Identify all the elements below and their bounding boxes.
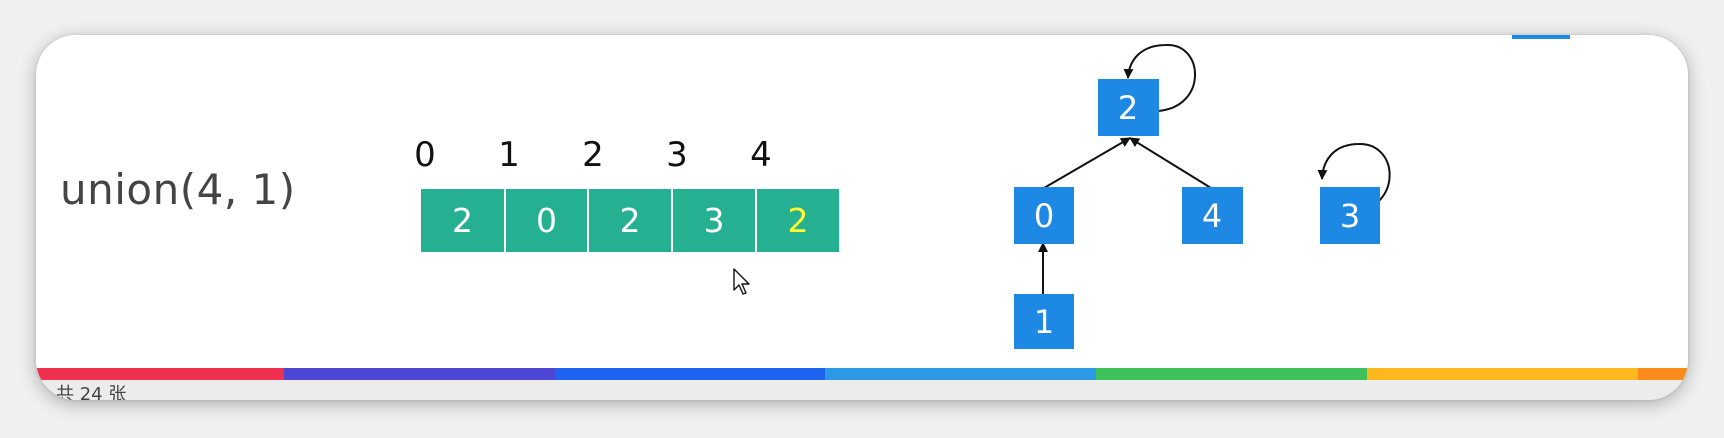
- tree-node-label: 0: [1034, 197, 1054, 235]
- top-indicator: [1512, 35, 1570, 39]
- array-index-label: 2: [582, 135, 604, 175]
- progress-segment: [1367, 368, 1638, 380]
- union-find-tree: 2 0 4 3 1: [1014, 43, 1391, 349]
- progress-segment: [1096, 368, 1367, 380]
- tree-node-1: 1: [1014, 294, 1074, 349]
- array-index-label: 0: [414, 135, 436, 175]
- array-index-label: 4: [750, 135, 772, 175]
- array-cell: 2: [589, 189, 671, 252]
- presentation-window: union(4, 1) 0 1 2 3 4 2 0 2 3 2: [36, 35, 1688, 400]
- tree-node-label: 3: [1340, 197, 1360, 235]
- tree-node-label: 1: [1034, 303, 1054, 341]
- progress-segment: [1638, 368, 1688, 380]
- tree-node-4: 4: [1182, 187, 1243, 244]
- slide-count-text: 共 24 张: [56, 384, 127, 400]
- progress-segment: [284, 368, 555, 380]
- array-cell: 3: [673, 189, 755, 252]
- array-index-label: 3: [666, 135, 688, 175]
- progress-segment: [555, 368, 825, 380]
- tree-node-label: 4: [1202, 197, 1222, 235]
- slide-progress-bar: [36, 368, 1688, 380]
- tree-node-3: 3: [1320, 187, 1380, 244]
- footer-bar: 共 24 张: [36, 380, 1688, 400]
- edge-4-to-2: [1129, 137, 1212, 189]
- progress-segment: [36, 368, 284, 380]
- edge-0-to-2: [1043, 137, 1131, 189]
- mouse-pointer-icon: [733, 268, 750, 295]
- tree-node-label: 2: [1118, 89, 1138, 127]
- array-cell: 0: [506, 189, 587, 252]
- array-cell: 2: [421, 189, 504, 252]
- tree-node-2: 2: [1098, 79, 1159, 136]
- array-index-label: 1: [498, 135, 520, 175]
- operation-label: union(4, 1): [60, 165, 296, 214]
- array-cell-highlighted: 2: [757, 189, 839, 252]
- self-loop-2: [1123, 43, 1196, 112]
- slide: union(4, 1) 0 1 2 3 4 2 0 2 3 2: [36, 35, 1688, 368]
- progress-segment: [825, 368, 1096, 380]
- tree-node-0: 0: [1014, 187, 1074, 244]
